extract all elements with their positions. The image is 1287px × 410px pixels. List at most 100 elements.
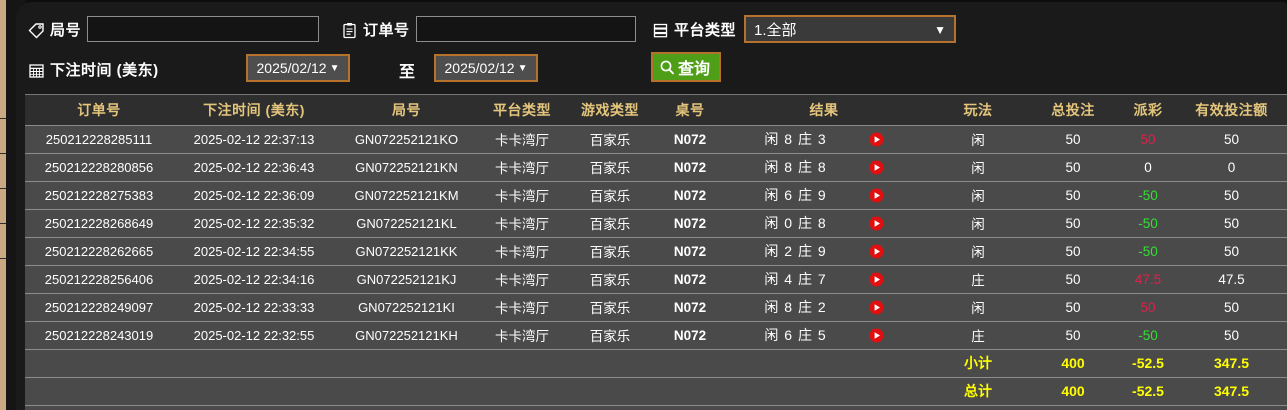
cell-round-no: GN072252121KH <box>335 321 478 350</box>
col-result[interactable]: 结果 <box>726 95 922 126</box>
date-to-box[interactable]: 2025/02/12 ▼ <box>434 54 538 82</box>
table-footer: 小计 400 -52.5 347.5 总计 400 -52.5 347.5 <box>25 348 1287 406</box>
cell-table-no: N072 <box>654 209 726 238</box>
play-icon[interactable] <box>869 188 884 203</box>
cell-bet-type: 闲 <box>922 153 1034 182</box>
cell-platform: 卡卡湾厅 <box>478 153 566 182</box>
cell-result: 闲 0 庄 8 <box>726 209 922 238</box>
cell-total-bet: 50 <box>1034 209 1112 238</box>
col-bet-time[interactable]: 下注时间 (美东) <box>173 95 335 126</box>
clipboard-icon <box>341 22 358 39</box>
col-status[interactable]: 状态 <box>1279 95 1287 126</box>
cell-game-type: 百家乐 <box>566 293 654 322</box>
cell-result: 闲 8 庄 3 <box>726 125 922 154</box>
col-payout[interactable]: 派彩 <box>1112 95 1184 126</box>
order-no-input[interactable] <box>415 16 636 42</box>
cell-bet-time: 2025-02-12 22:33:33 <box>173 293 335 322</box>
play-icon[interactable] <box>869 272 884 287</box>
chevron-down-icon: ▼ <box>329 63 340 74</box>
cell-total-bet: 50 <box>1034 293 1112 322</box>
cell-status: 已派彩 <box>1279 265 1287 294</box>
calendar-icon <box>28 62 45 79</box>
col-round-no[interactable]: 局号 <box>335 95 478 126</box>
cell-valid-bet: 50 <box>1184 181 1279 210</box>
cell-round-no: GN072252121KI <box>335 293 478 322</box>
cell-total-bet: 50 <box>1034 321 1112 350</box>
play-icon[interactable] <box>869 328 884 343</box>
table-row[interactable]: 250212228262665 2025-02-12 22:34:55 GN0722… <box>25 237 1287 266</box>
col-table-no[interactable]: 桌号 <box>654 95 726 126</box>
result-text: 闲 0 庄 8 <box>764 215 827 231</box>
cell-valid-bet: 50 <box>1184 125 1279 154</box>
query-button[interactable]: 查询 <box>651 52 722 82</box>
cell-valid-bet: 50 <box>1184 237 1279 266</box>
query-field: 查询 <box>651 52 722 82</box>
cell-result: 闲 4 庄 7 <box>726 265 922 294</box>
footer-total-bet: 400 <box>1034 348 1112 378</box>
to-label: 至 <box>399 64 416 81</box>
cell-round-no: GN072252121KL <box>335 209 478 238</box>
cell-round-no: GN072252121KK <box>335 237 478 266</box>
play-icon[interactable] <box>869 160 884 175</box>
result-text: 闲 6 庄 5 <box>764 327 827 343</box>
cell-game-type: 百家乐 <box>566 237 654 266</box>
cell-round-no: GN072252121KJ <box>335 265 478 294</box>
cell-table-no: N072 <box>654 321 726 350</box>
round-no-field: 局号 <box>28 16 320 42</box>
platform-type-select[interactable]: 1.全部 ▼ <box>744 15 957 43</box>
col-order-no[interactable]: 订单号 <box>25 95 173 126</box>
bet-time-from-picker[interactable]: 2025/02/12 ▼ <box>246 54 350 82</box>
cell-total-bet: 50 <box>1034 181 1112 210</box>
col-bet-type[interactable]: 玩法 <box>922 95 1034 126</box>
cell-order-no: 250212228249097 <box>25 293 173 322</box>
bet-time-to-picker[interactable]: 2025/02/12 ▼ <box>434 54 538 82</box>
play-icon[interactable] <box>869 216 884 231</box>
cell-platform: 卡卡湾厅 <box>478 293 566 322</box>
order-no-label: 订单号 <box>363 21 410 39</box>
cell-bet-type: 闲 <box>922 293 1034 322</box>
date-from-box[interactable]: 2025/02/12 ▼ <box>246 54 350 82</box>
cell-order-no: 250212228280856 <box>25 153 173 182</box>
cell-bet-type: 闲 <box>922 237 1034 266</box>
col-valid-bet[interactable]: 有效投注额 <box>1184 95 1279 126</box>
table-row[interactable]: 250212228256406 2025-02-12 22:34:16 GN0722… <box>25 265 1287 294</box>
cell-total-bet: 50 <box>1034 125 1112 154</box>
cell-game-type: 百家乐 <box>566 209 654 238</box>
cell-status: 已派彩 <box>1279 237 1287 266</box>
cell-order-no: 250212228243019 <box>25 321 173 350</box>
cell-order-no: 250212228268649 <box>25 209 173 238</box>
search-icon <box>659 59 675 75</box>
cell-bet-time: 2025-02-12 22:34:16 <box>173 265 335 294</box>
records-table-container: 订单号 下注时间 (美东) 局号 平台类型 游戏类型 桌号 结果 玩法 总投注 … <box>25 94 1287 410</box>
cell-status: 已派彩 <box>1279 181 1287 210</box>
cell-result: 闲 6 庄 5 <box>726 321 922 350</box>
table-row[interactable]: 250212228249097 2025-02-12 22:33:33 GN0722… <box>25 293 1287 322</box>
table-row[interactable]: 250212228285111 2025-02-12 22:37:13 GN0722… <box>25 125 1287 154</box>
table-row[interactable]: 250212228275383 2025-02-12 22:36:09 GN0722… <box>25 181 1287 210</box>
cell-round-no: GN072252121KN <box>335 153 478 182</box>
cell-result: 闲 2 庄 9 <box>726 237 922 266</box>
table-header-row: 订单号 下注时间 (美东) 局号 平台类型 游戏类型 桌号 结果 玩法 总投注 … <box>25 95 1287 126</box>
cell-payout: -50 <box>1112 321 1184 350</box>
table-row[interactable]: 250212228268649 2025-02-12 22:35:32 GN0722… <box>25 209 1287 238</box>
cell-result: 闲 6 庄 9 <box>726 181 922 210</box>
result-text: 闲 2 庄 9 <box>764 243 827 259</box>
col-total-bet[interactable]: 总投注 <box>1034 95 1112 126</box>
table-row[interactable]: 250212228280856 2025-02-12 22:36:43 GN0722… <box>25 153 1287 182</box>
cell-payout: -50 <box>1112 209 1184 238</box>
table-row[interactable]: 250212228243019 2025-02-12 22:32:55 GN0722… <box>25 321 1287 350</box>
cell-platform: 卡卡湾厅 <box>478 265 566 294</box>
betting-records-window: 局号 订单号 平台类型 1.全部 ▼ <box>16 2 1287 410</box>
play-icon[interactable] <box>869 300 884 315</box>
col-platform[interactable]: 平台类型 <box>478 95 566 126</box>
result-text: 闲 8 庄 2 <box>764 299 827 315</box>
cell-table-no: N072 <box>654 153 726 182</box>
col-game-type[interactable]: 游戏类型 <box>566 95 654 126</box>
play-icon[interactable] <box>869 132 884 147</box>
bet-time-field: 下注时间 (美东) <box>28 56 159 82</box>
round-no-input[interactable] <box>87 16 320 42</box>
cell-game-type: 百家乐 <box>566 181 654 210</box>
play-icon[interactable] <box>869 244 884 259</box>
table-header: 订单号 下注时间 (美东) 局号 平台类型 游戏类型 桌号 结果 玩法 总投注 … <box>25 95 1287 126</box>
result-text: 闲 8 庄 8 <box>764 159 827 175</box>
